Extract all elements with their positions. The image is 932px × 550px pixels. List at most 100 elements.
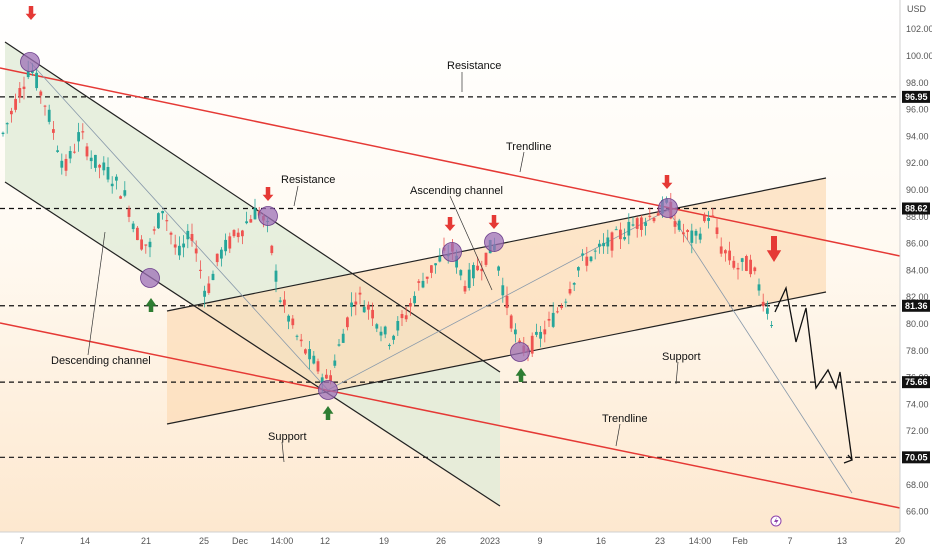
lightning-icon[interactable]: [770, 515, 782, 527]
price-tick-5: 92.00: [906, 158, 929, 168]
pivot-marker-7: [658, 198, 678, 218]
candle: [140, 235, 143, 251]
pivot-marker-6: [510, 342, 530, 362]
candle: [673, 214, 677, 234]
candle: [560, 303, 563, 310]
candle: [304, 348, 307, 356]
candle: [43, 104, 47, 116]
candle: [14, 93, 17, 113]
candle: [467, 262, 471, 291]
candle: [316, 358, 320, 375]
time-tick-6: 12: [320, 536, 330, 546]
candle: [220, 247, 223, 267]
descending-channel-fill: [5, 42, 500, 506]
candle: [291, 314, 295, 329]
buy-arrow-icon-0: [145, 298, 157, 312]
candle: [73, 143, 76, 154]
candle: [417, 279, 421, 291]
candle: [68, 146, 72, 164]
candle: [430, 264, 433, 279]
pivot-markers: [20, 52, 678, 400]
price-tick-15: 72.00: [906, 426, 929, 436]
candle: [564, 298, 568, 308]
candle: [749, 254, 752, 278]
candle: [719, 237, 723, 257]
candle: [337, 339, 341, 347]
candle: [761, 293, 765, 312]
candle: [707, 211, 710, 229]
time-tick-1: 14: [80, 536, 90, 546]
time-tick-2: 21: [141, 536, 151, 546]
candle: [690, 223, 694, 254]
candle: [425, 276, 429, 284]
candle: [732, 256, 736, 270]
price-tick-12: 78.00: [906, 346, 929, 356]
time-tick-8: 26: [436, 536, 446, 546]
candle: [136, 226, 139, 241]
candle: [144, 244, 148, 254]
candle: [354, 292, 358, 316]
candle: [652, 216, 656, 224]
candle: [341, 328, 345, 343]
resistance-label-top: Resistance: [447, 60, 501, 72]
signal-arrows: [25, 6, 782, 420]
pivot-marker-3: [318, 380, 338, 400]
time-tick-0: 7: [19, 536, 24, 546]
candle: [52, 120, 55, 140]
candle: [694, 228, 698, 244]
candle: [476, 256, 479, 272]
ascending-channel-lower: [166, 291, 827, 425]
candle: [211, 270, 215, 281]
candle: [556, 307, 559, 314]
candle: [270, 244, 274, 256]
time-tick-3: 25: [199, 536, 209, 546]
candle: [249, 214, 253, 223]
candle: [619, 222, 622, 250]
price-level-badge-3: [902, 376, 930, 389]
buy-arrow-icon-2: [515, 368, 527, 382]
time-tick-5: 14:00: [271, 536, 294, 546]
candle: [509, 314, 513, 332]
descending-channel-lower: [4, 181, 501, 507]
candle: [379, 326, 383, 342]
candle: [547, 311, 551, 327]
horizontal-levels: [0, 96, 900, 458]
candle: [161, 210, 164, 220]
pivot-marker-1: [140, 268, 160, 288]
candle: [127, 205, 131, 223]
price-tick-0: 102.00: [906, 24, 932, 34]
time-tick-7: 19: [379, 536, 389, 546]
candle: [207, 276, 211, 295]
candle: [623, 228, 626, 241]
candle: [501, 277, 505, 303]
candle: [757, 278, 761, 296]
candle: [102, 156, 106, 176]
candle: [371, 302, 374, 326]
price-tick-1: 100.00: [906, 51, 932, 61]
candle: [253, 198, 257, 220]
price-level-text-3: 75.66: [905, 377, 928, 387]
price-tick-18: 66.00: [906, 507, 929, 517]
resistance-label-mid: Resistance: [281, 174, 335, 186]
projection-path: [774, 285, 854, 464]
candle: [190, 223, 194, 247]
sell-arrow-icon-0: [25, 6, 37, 20]
time-tick-14: Feb: [732, 536, 748, 546]
pivot-marker-4: [442, 242, 462, 262]
candle: [375, 322, 379, 333]
candle: [5, 122, 9, 134]
candle: [245, 211, 248, 225]
candle: [165, 214, 169, 231]
candle: [85, 142, 89, 161]
candle: [602, 233, 605, 254]
candle: [60, 153, 64, 175]
candle: [350, 292, 353, 317]
candle: [94, 154, 97, 172]
candle: [598, 239, 601, 254]
price-level-badge-2: [902, 299, 930, 312]
candle: [367, 301, 370, 320]
candle: [698, 227, 702, 244]
candle: [35, 68, 38, 91]
time-tick-9: 2023: [480, 536, 500, 546]
